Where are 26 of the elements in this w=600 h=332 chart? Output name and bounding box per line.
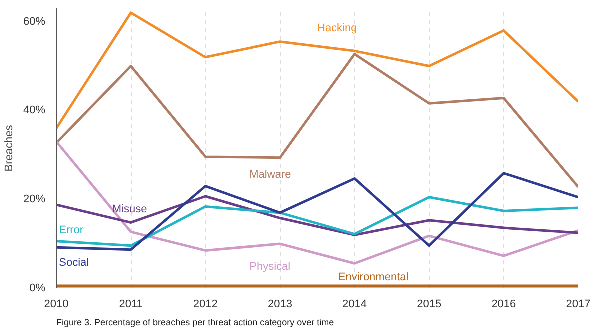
x-tick-label: 2010 (44, 298, 69, 310)
series-label: Environmental (338, 271, 409, 284)
series-label: Error (59, 224, 84, 236)
x-tick-label: 2017 (566, 298, 591, 310)
x-tick-label: 2011 (119, 298, 143, 310)
line-series (56, 195, 578, 236)
y-tick-label: 60% (23, 16, 46, 28)
series-label: Hacking (318, 22, 358, 35)
series-label: Misuse (112, 203, 148, 216)
x-tick-label: 2014 (342, 298, 368, 310)
x-tick-label: 2012 (193, 298, 218, 310)
series-label: Physical (250, 260, 291, 273)
x-tick-label: 2015 (417, 298, 442, 310)
y-tick-label: 0% (30, 282, 46, 294)
y-axis-title: Breaches (3, 124, 16, 172)
caption: Figure 3. Percentage of breaches per threat action category over time (56, 318, 334, 328)
line-series (56, 12, 578, 130)
y-tick-label: 20% (23, 194, 46, 206)
line-series (56, 172, 578, 252)
line-series (56, 196, 578, 248)
y-tick-label: 40% (23, 104, 46, 117)
series-label: Malware (250, 169, 292, 182)
x-tick-label: 2016 (492, 298, 516, 310)
series-label: Social (59, 257, 90, 270)
line-series (56, 53, 578, 188)
x-tick-label: 2013 (268, 298, 292, 310)
